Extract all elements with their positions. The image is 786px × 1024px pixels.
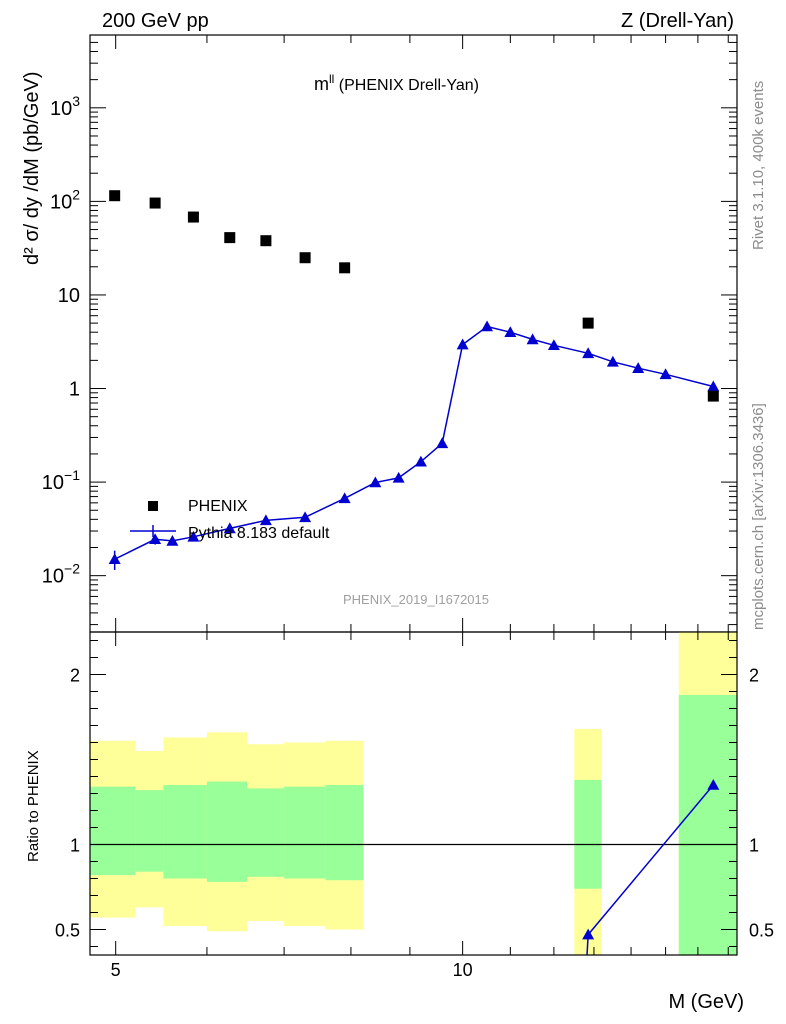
uncertainty-band-green [678,694,737,955]
uncertainty-band-green [163,785,207,879]
legend-data-label: PHENIX [188,498,248,515]
mc-point [259,514,272,526]
uncertainty-band-green [247,788,285,877]
ratio-plot-frame [89,631,738,956]
header-left: 200 GeV pp [102,10,209,32]
mc-point [659,368,672,380]
ratio-y-axis-label: Ratio to PHENIX [25,750,42,862]
side-text-top: Rivet 3.1.10, 400k events [750,81,767,250]
data-point [109,190,121,202]
mc-point [149,533,162,545]
y-tick-label: 10 [58,285,80,307]
mc-point [299,511,312,523]
side-text-bottom: mcplots.cern.ch [arXiv:1306.3436] [750,403,767,630]
uncertainty-band-green [325,785,364,881]
ratio-point [707,779,720,790]
ratio-y-tick-label: 2 [70,666,80,686]
mc-point [547,339,560,351]
mc-point [632,362,645,373]
uncertainty-band-green [284,786,326,879]
data-point [224,232,236,244]
y-tick-label: 10−2 [42,561,80,588]
mc-point [108,553,121,564]
ratio-y-tick-label-right: 0.5 [749,921,774,941]
mc-point [582,347,595,359]
uncertainty-band-green [135,790,164,872]
data-point [299,252,311,264]
y-tick-label: 10−1 [42,467,80,494]
main-plot-panel: 10−2 10−1 1 10 102 103 mll (PHENIX Drell-Yan)… [21,34,738,633]
ratio-plot-panel: 5 10 0.5 0.5 1 1 2 2 Ratio to PHENIX M (GeV) [25,631,774,1013]
plot-title-main: m [314,74,329,94]
data-point [149,197,161,209]
mc-point [369,476,382,488]
ratio-y-tick-label-right: 1 [749,836,759,856]
y-axis-label: d² σ/ dy /dM (pb/GeV) [21,71,43,265]
x-axis-label: M (GeV) [668,991,744,1013]
uncertainty-band-green [206,781,248,882]
main-plot-frame [89,34,738,633]
ratio-y-tick-label-right: 2 [749,666,759,686]
y-tick-label: 102 [50,186,80,213]
data-point [339,262,351,274]
mc-point [392,471,405,483]
ratio-y-tick-label: 1 [70,836,80,856]
mc-point [526,333,539,345]
x-tick-label: 5 [111,960,121,980]
data-point [260,235,272,247]
mc-point [436,437,449,449]
y-tick-label: 103 [50,93,80,120]
legend-mc-label: Pythia 8.183 default [188,525,330,542]
mc-point [223,522,236,534]
ratio-point [582,928,595,940]
header-right: Z (Drell-Yan) [621,10,734,32]
legend-data-marker [148,501,158,511]
legend: PHENIX Pythia 8.183 default [130,498,330,542]
x-tick-label: 10 [453,960,473,980]
mc-point [504,326,517,337]
analysis-id: PHENIX_2019_I1672015 [343,592,489,607]
ratio-y-tick-label: 0.5 [55,921,80,941]
uncertainty-band-green [574,779,602,889]
mc-point [414,455,427,467]
data-point [187,211,199,223]
y-tick-label: 1 [69,379,80,401]
uncertainty-band-green [90,786,136,876]
mc-point [707,380,720,392]
mc-point [481,320,494,332]
mc-point [456,338,469,350]
plot-title-sup: ll [329,72,334,86]
mc-series-line [114,325,714,560]
mc-point [187,530,200,542]
plot-title: mll (PHENIX Drell-Yan) [314,72,479,94]
mc-point [606,355,619,367]
data-point [707,390,719,402]
mc-point [166,534,179,546]
mc-point [338,492,351,504]
plot-title-rest: (PHENIX Drell-Yan) [334,77,479,94]
data-point [582,317,594,329]
